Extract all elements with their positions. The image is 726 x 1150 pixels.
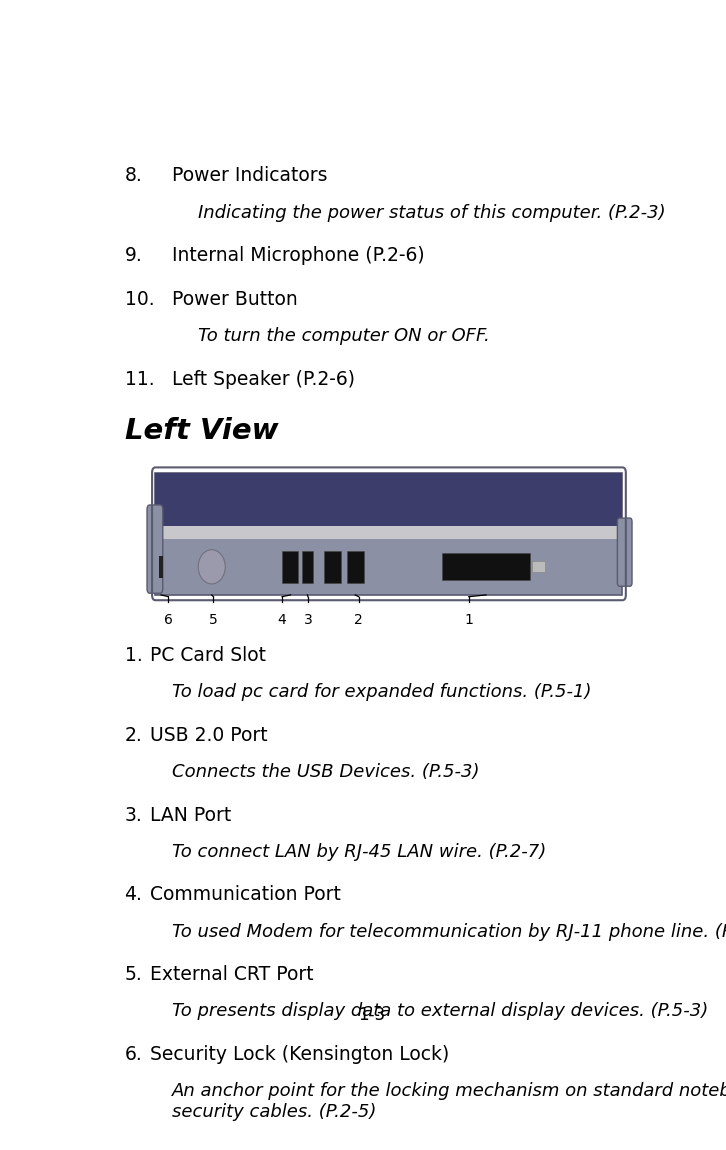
Text: An anchor point for the locking mechanism on standard notebook
security cables. : An anchor point for the locking mechanis…	[172, 1082, 726, 1121]
Text: 8.: 8.	[125, 167, 142, 185]
Text: Communication Port: Communication Port	[150, 886, 340, 904]
Text: 11.: 11.	[125, 370, 154, 389]
Text: Security Lock (Kensington Lock): Security Lock (Kensington Lock)	[150, 1044, 449, 1064]
Text: Power Button: Power Button	[172, 290, 298, 309]
Ellipse shape	[198, 550, 225, 584]
FancyBboxPatch shape	[147, 505, 163, 593]
Bar	[155, 473, 622, 595]
Text: 6: 6	[164, 613, 173, 627]
Bar	[347, 551, 364, 583]
Text: 9.: 9.	[125, 246, 142, 264]
Text: External CRT Port: External CRT Port	[150, 965, 314, 984]
Text: 3.: 3.	[125, 806, 142, 825]
Bar	[532, 561, 544, 573]
Text: 2: 2	[354, 613, 363, 627]
Text: To used Modem for telecommunication by RJ-11 phone line. (P.2-7): To used Modem for telecommunication by R…	[172, 922, 726, 941]
Text: Indicating the power status of this computer. (P.2-3): Indicating the power status of this comp…	[197, 204, 665, 222]
Text: 1: 1	[465, 613, 473, 627]
Text: Left View: Left View	[125, 417, 278, 445]
Bar	[302, 551, 313, 583]
Text: Left Speaker (P.2-6): Left Speaker (P.2-6)	[172, 370, 355, 389]
Text: 4.: 4.	[125, 886, 142, 904]
Text: 1-3: 1-3	[359, 1006, 386, 1024]
Bar	[160, 555, 163, 577]
Text: To connect LAN by RJ-45 LAN wire. (P.2-7): To connect LAN by RJ-45 LAN wire. (P.2-7…	[172, 843, 547, 861]
Text: To turn the computer ON or OFF.: To turn the computer ON or OFF.	[197, 328, 489, 345]
Bar	[282, 551, 298, 583]
Text: USB 2.0 Port: USB 2.0 Port	[150, 726, 267, 745]
Text: 6.: 6.	[125, 1044, 142, 1064]
Text: 1.: 1.	[125, 646, 142, 666]
Bar	[325, 551, 341, 583]
Text: LAN Port: LAN Port	[150, 806, 231, 825]
Text: 10.: 10.	[125, 290, 154, 309]
Text: 2.: 2.	[125, 726, 142, 745]
Bar	[155, 527, 622, 538]
Text: 3: 3	[303, 613, 312, 627]
Bar	[155, 473, 622, 527]
Text: To presents display data to external display devices. (P.5-3): To presents display data to external dis…	[172, 1003, 709, 1020]
Text: Connects the USB Devices. (P.5-3): Connects the USB Devices. (P.5-3)	[172, 764, 480, 781]
Text: Internal Microphone (P.2-6): Internal Microphone (P.2-6)	[172, 246, 425, 264]
Bar	[442, 553, 529, 581]
Text: 5.: 5.	[125, 965, 142, 984]
Text: PC Card Slot: PC Card Slot	[150, 646, 266, 666]
Text: Power Indicators: Power Indicators	[172, 167, 328, 185]
Text: 5: 5	[209, 613, 218, 627]
FancyBboxPatch shape	[617, 518, 632, 586]
Text: 4: 4	[277, 613, 287, 627]
Text: To load pc card for expanded functions. (P.5-1): To load pc card for expanded functions. …	[172, 683, 592, 702]
